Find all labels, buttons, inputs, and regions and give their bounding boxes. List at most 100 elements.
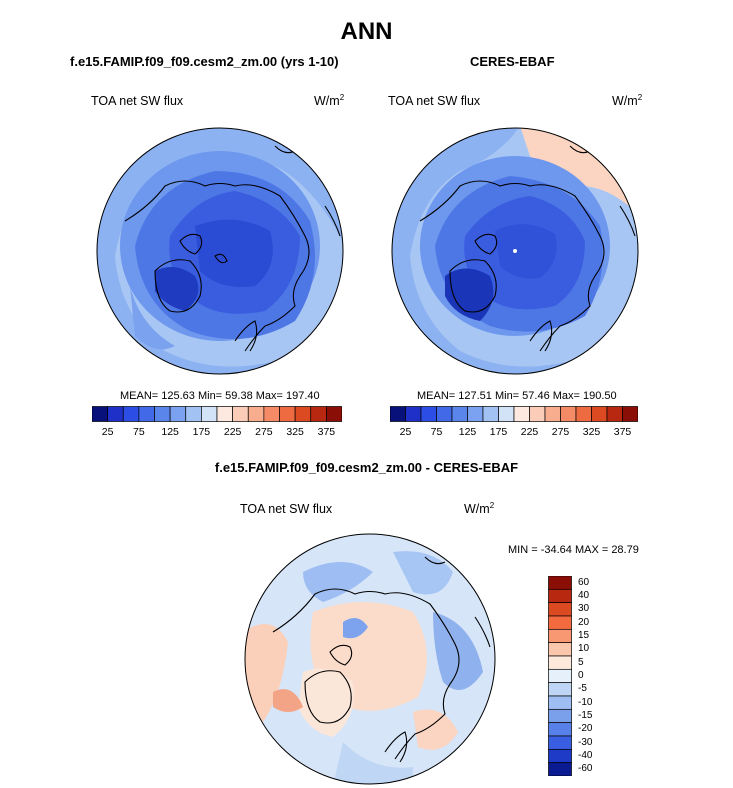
colorbar-box [548,655,572,670]
colorbar-box [232,406,249,422]
panel1-polar-map [95,126,345,376]
colorbar-box [548,722,572,737]
colorbar-tick-label: 20 [578,616,590,628]
colorbar-box [420,406,437,422]
colorbar-box [279,406,296,422]
colorbar-tick-label: -30 [578,736,593,748]
colorbar-box [294,406,312,422]
colorbar-box [390,406,406,422]
colorbar-tick-label: 60 [578,576,590,588]
colorbar-box [216,406,233,422]
colorbar-tick-label: 125 [458,426,477,438]
panel3-variable-label: TOA net SW flux [240,502,333,516]
panel1-case-title: f.e15.FAMIP.f09_f09.cesm2_zm.00 (yrs 1-1… [70,54,339,69]
colorbar-box [622,406,638,422]
colorbar-tick-label: 0 [578,670,584,681]
colorbar-box [482,406,499,422]
colorbar-box [107,406,124,422]
colorbar-box [544,406,561,422]
colorbar-tick-label: -20 [578,723,593,735]
colorbar-box [560,406,577,422]
colorbar-tick-label: 325 [286,426,304,438]
colorbar-tick-label: 5 [578,656,584,668]
panel3-stats: MIN = -34.64 MAX = 28.79 [508,544,639,556]
colorbar-box [548,588,572,604]
panel2-units-label: W/m2 [612,93,643,109]
colorbar-tick-label: 30 [578,603,590,615]
colorbar-box [451,406,468,422]
colorbar-tick-label: -15 [578,710,593,721]
colorbar-panel1 [92,406,342,422]
colorbar-tick-label: 10 [578,643,590,655]
colorbar-box [326,406,342,422]
panel3-units-label: W/m2 [464,501,495,517]
colorbar-tick-label: 40 [578,590,590,601]
colorbar-box [548,735,572,750]
colorbar-box [591,406,608,422]
panel2-case-title: CERES-EBAF [470,54,555,69]
panel3-polar-map [243,532,497,786]
colorbar-box [310,406,327,422]
colorbar-panel2 [390,406,638,422]
colorbar-tick-label: 375 [317,426,336,438]
colorbar-box [548,708,572,724]
colorbar-tick-label: -40 [578,750,593,761]
colorbar-tick-label: 75 [133,426,145,438]
colorbar-box [405,406,422,422]
colorbar-tick-label: -10 [578,696,593,708]
colorbar-box [548,748,572,764]
colorbar-tick-label: -5 [578,683,587,695]
colorbar-box [154,406,171,422]
panel1-units-label: W/m2 [314,93,345,109]
colorbar-box [606,406,623,422]
colorbar-box [138,406,155,422]
colorbar-box [436,406,453,422]
colorbar-tick-label: 275 [551,426,570,438]
colorbar-tick-label: 325 [582,426,601,438]
colorbar-box [92,406,108,422]
panel2-variable-label: TOA net SW flux [388,94,481,108]
colorbar-box [201,406,218,422]
colorbar-tick-label: 25 [101,426,114,438]
colorbar-box [548,668,572,684]
colorbar-panel1-labels: 25 75 125 175 225 275 325 375 [92,426,342,440]
colorbar-box [529,406,546,422]
colorbar-box [513,406,530,422]
panel1-stats: MEAN= 125.63 Min= 59.38 Max= 197.40 [120,390,320,402]
figure-title: ANN [340,18,393,45]
colorbar-tick-label: 75 [430,426,443,438]
colorbar-tick-label: 225 [520,426,539,438]
colorbar-box [122,406,140,422]
colorbar-tick-label: -60 [578,763,593,775]
colorbar-box [548,602,572,617]
panel2-polar-map [390,126,640,376]
colorbar-box [185,406,202,422]
colorbar-box [548,576,572,590]
panel3-case-title: f.e15.FAMIP.f09_f09.cesm2_zm.00 - CERES-… [214,460,519,475]
colorbar-box [548,762,572,776]
colorbar-tick-label: 175 [489,426,508,438]
panel1-variable-label: TOA net SW flux [91,94,184,108]
colorbar-box [548,628,572,644]
colorbar-tick-label: 225 [223,426,242,438]
colorbar-tick-label: 25 [399,426,412,438]
colorbar-box [467,406,484,422]
colorbar-diff-labels: 60 40 30 20 15 10 5 0 -5 -10 -15 -20 -30 -40 -60 [578,576,618,786]
colorbar-tick-label: 125 [161,426,179,438]
colorbar-box [247,406,265,422]
colorbar-tick-label: 275 [255,426,273,438]
colorbar-box [548,642,572,657]
colorbar-panel2-labels: 25 75 125 175 225 275 325 375 [390,426,638,440]
colorbar-box [548,682,572,697]
colorbar-tick-label: 15 [578,630,590,641]
colorbar-box [575,406,592,422]
colorbar-box [548,615,572,630]
colorbar-box [548,695,572,710]
colorbar-tick-label: 175 [192,426,211,438]
colorbar-box [263,406,280,422]
colorbar-box [169,406,187,422]
colorbar-diff [548,576,572,776]
panel2-stats: MEAN= 127.51 Min= 57.46 Max= 190.50 [417,390,617,402]
colorbar-box [498,406,515,422]
colorbar-tick-label: 375 [613,426,632,438]
